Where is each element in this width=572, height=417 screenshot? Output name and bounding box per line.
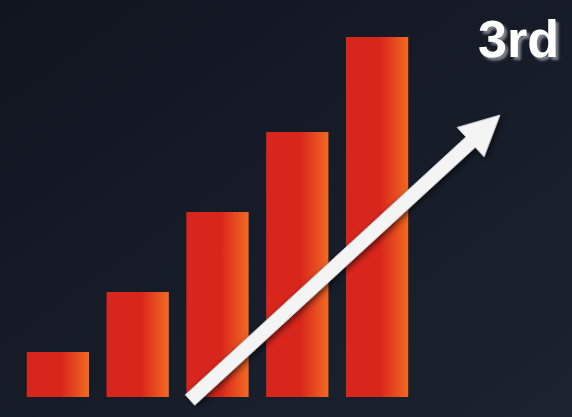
svg-text:3rd: 3rd [478,10,559,68]
